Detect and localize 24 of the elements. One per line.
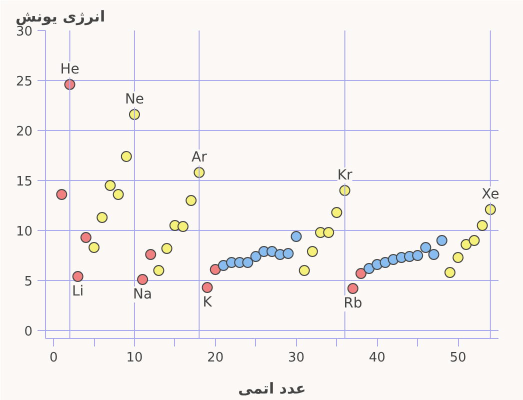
y-tick-label: 10 xyxy=(16,224,33,240)
x-tick-label: 20 xyxy=(207,350,224,366)
annotation: Kr xyxy=(337,168,353,184)
chart-title: انرژی یونش xyxy=(16,8,106,26)
annotation: Ar xyxy=(192,150,208,166)
x-tick-label: 40 xyxy=(368,350,386,366)
y-tick-label: 20 xyxy=(16,124,33,140)
y-tick-label: 25 xyxy=(16,74,33,90)
annotation: Rb xyxy=(344,296,362,312)
y-tick-label: 5 xyxy=(24,274,33,290)
annotation: Na xyxy=(133,286,152,302)
annotation: Xe xyxy=(482,186,500,202)
annotation: He xyxy=(60,62,80,78)
x-tick-label: 10 xyxy=(126,350,143,366)
annotation: Li xyxy=(72,284,84,300)
y-tick-label: 0 xyxy=(24,324,33,340)
annotation: K xyxy=(202,294,213,310)
y-tick-label: 30 xyxy=(16,24,33,40)
x-axis-title: عدد اتمی xyxy=(238,380,306,398)
annotation: Ne xyxy=(124,92,144,108)
x-tick-label: 50 xyxy=(450,350,466,366)
y-tick-label: 15 xyxy=(16,174,33,190)
x-tick-label: 0 xyxy=(49,350,58,366)
x-tick-label: 30 xyxy=(288,350,305,366)
